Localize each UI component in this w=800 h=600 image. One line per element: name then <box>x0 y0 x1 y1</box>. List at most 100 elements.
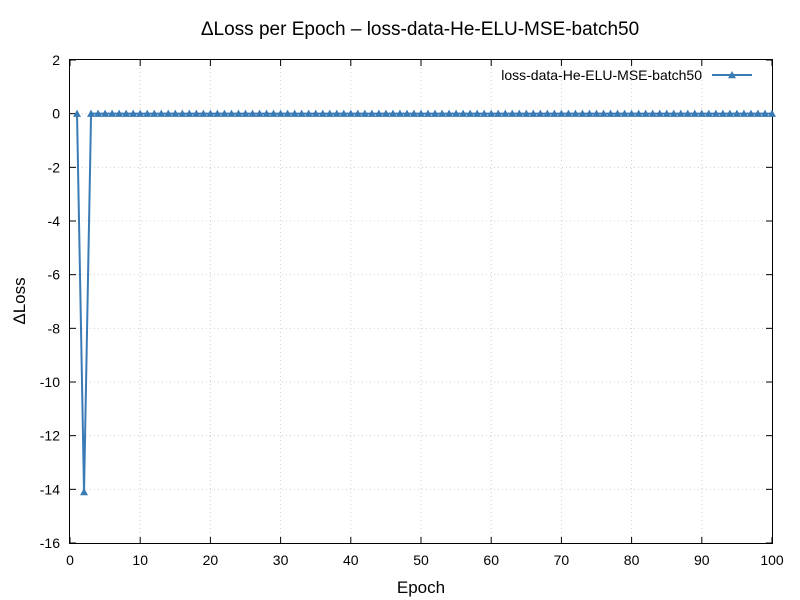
data-point <box>143 109 152 117</box>
x-tick-label: 20 <box>203 552 219 568</box>
data-point <box>683 109 692 117</box>
x-tick-label: 0 <box>66 552 74 568</box>
data-point <box>360 109 369 117</box>
data-point <box>669 109 678 117</box>
y-tick-label: -14 <box>40 481 60 497</box>
data-point <box>220 109 229 117</box>
data-point <box>241 109 250 117</box>
data-point <box>725 109 734 117</box>
grid <box>70 60 772 543</box>
y-tick-label: 0 <box>52 106 60 122</box>
data-point <box>80 488 89 496</box>
y-tick-label: -12 <box>40 428 60 444</box>
data-point <box>402 109 411 117</box>
data-point <box>269 109 278 117</box>
data-point <box>501 109 510 117</box>
data-point <box>150 109 159 117</box>
data-point <box>760 109 769 117</box>
y-tick-label: -8 <box>48 320 61 336</box>
data-point <box>627 109 636 117</box>
data-point <box>346 109 355 117</box>
data-point <box>255 109 264 117</box>
y-axis-label: ΔLoss <box>10 277 29 324</box>
data-point <box>557 109 566 117</box>
y-tick-label: -2 <box>48 159 61 175</box>
data-point <box>290 109 299 117</box>
data-point <box>311 109 320 117</box>
legend-marker-triangle-icon <box>728 71 736 79</box>
data-point <box>459 109 468 117</box>
data-point <box>676 109 685 117</box>
data-point <box>129 109 138 117</box>
data-point <box>753 109 762 117</box>
data-point <box>599 109 608 117</box>
data-point <box>438 109 447 117</box>
data-point <box>199 109 208 117</box>
data-point <box>206 109 215 117</box>
y-tick-label: -4 <box>48 213 61 229</box>
x-tick-label: 60 <box>483 552 499 568</box>
data-point <box>381 109 390 117</box>
data-point <box>276 109 285 117</box>
data-point <box>178 109 187 117</box>
data-point <box>634 109 643 117</box>
y-tick-label: 2 <box>52 52 60 68</box>
data-point <box>115 109 124 117</box>
x-tick-label: 90 <box>694 552 710 568</box>
data-point <box>494 109 503 117</box>
data-point <box>613 109 622 117</box>
data-point <box>227 109 236 117</box>
x-axis-label: Epoch <box>397 578 445 597</box>
data-point <box>262 109 271 117</box>
x-tick-label: 10 <box>132 552 148 568</box>
data-point <box>515 109 524 117</box>
data-point <box>122 109 131 117</box>
data-point <box>739 109 748 117</box>
data-point <box>164 109 173 117</box>
data-point <box>711 109 720 117</box>
data-point <box>550 109 559 117</box>
plot-frame <box>69 59 773 544</box>
data-point <box>768 109 776 117</box>
data-point <box>732 109 741 117</box>
data-point <box>339 109 348 117</box>
chart-title: ΔLoss per Epoch – loss-data-He-ELU-MSE-b… <box>201 19 639 40</box>
data-point <box>536 109 545 117</box>
data-point <box>445 109 454 117</box>
data-point <box>353 109 362 117</box>
data-point <box>234 109 243 117</box>
data-point <box>746 109 755 117</box>
data-point <box>157 109 166 117</box>
y-tick-label: -16 <box>40 535 60 551</box>
data-point <box>487 109 496 117</box>
data-point <box>318 109 327 117</box>
data-point <box>543 109 552 117</box>
data-point <box>417 109 425 117</box>
data-point <box>522 109 531 117</box>
x-tick-label: 50 <box>413 552 429 568</box>
data-point <box>136 109 145 117</box>
data-point <box>94 109 103 117</box>
data-point <box>431 109 440 117</box>
data-point <box>73 109 82 117</box>
data-point <box>297 109 306 117</box>
data-point <box>592 109 601 117</box>
data-point <box>690 109 699 117</box>
axis-ticks: 20-2-4-6-8-10-12-14-160 10 20 30 40 50 60 70 80 9… <box>40 52 784 568</box>
data-point <box>304 109 313 117</box>
data-point <box>409 109 418 117</box>
data-point <box>171 109 180 117</box>
x-tick-label: 100 <box>760 552 784 568</box>
data-point <box>473 109 482 117</box>
series-layer <box>73 109 776 496</box>
data-point <box>424 109 433 117</box>
data-point <box>325 109 334 117</box>
data-point <box>367 109 376 117</box>
data-point <box>697 109 706 117</box>
data-point <box>248 109 257 117</box>
data-point <box>374 109 383 117</box>
data-point <box>564 109 573 117</box>
data-point <box>388 109 397 117</box>
legend-label: loss-data-He-ELU-MSE-batch50 <box>501 67 702 83</box>
